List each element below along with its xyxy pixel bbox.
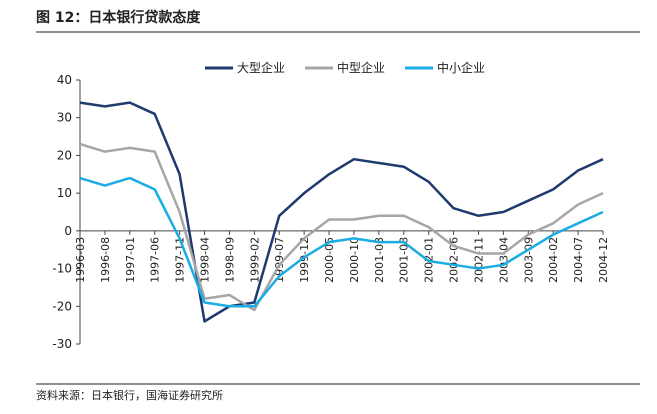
legend-label: 中小企业 [437,60,485,75]
y-tick-label: -30 [52,337,72,351]
x-tick-label: 1998-04 [199,237,212,283]
series-line [79,142,604,312]
x-tick-label: 1997-06 [149,237,162,283]
x-tick-label: 2003-09 [522,237,535,283]
y-tick-label: 20 [57,148,72,162]
chart-title: 图 12：日本银行贷款态度 [36,9,201,26]
source: 资料来源：日本银行，国海证券研究所 [36,388,223,402]
legend-label: 中型企业 [337,60,385,75]
x-tick-label: 1999-02 [248,237,261,283]
legend-label: 大型企业 [237,60,285,75]
x-tick-label: 2004-12 [597,237,610,283]
x-tick-label: 2000-05 [323,237,336,283]
x-tick-label: 1999-12 [298,237,311,283]
x-tick-label: 2003-04 [497,237,510,283]
x-tick-label: 1996-08 [99,237,112,283]
y-tick-label: 40 [57,73,72,87]
series-line [79,176,604,308]
x-tick-label: 1997-01 [124,237,137,283]
x-tick-label: 2002-11 [472,237,485,283]
x-tick-label: 2001-03 [373,237,386,283]
x-tick-label: 1996-03 [74,237,87,283]
y-tick-label: 10 [57,186,72,200]
x-tick-label: 2004-07 [572,237,585,283]
y-tick-label: -20 [52,299,72,313]
x-tick-label: 2001-08 [398,237,411,283]
series-line [79,101,604,323]
x-tick-label: 1998-09 [223,237,236,283]
x-tick-label: 1997-11 [174,237,187,283]
x-tick-label: 2000-10 [348,237,361,283]
y-tick-label: 0 [64,224,72,238]
y-tick-label: 30 [57,111,72,125]
y-tick-label: -10 [52,262,72,276]
x-tick-label: 2004-02 [547,237,560,283]
